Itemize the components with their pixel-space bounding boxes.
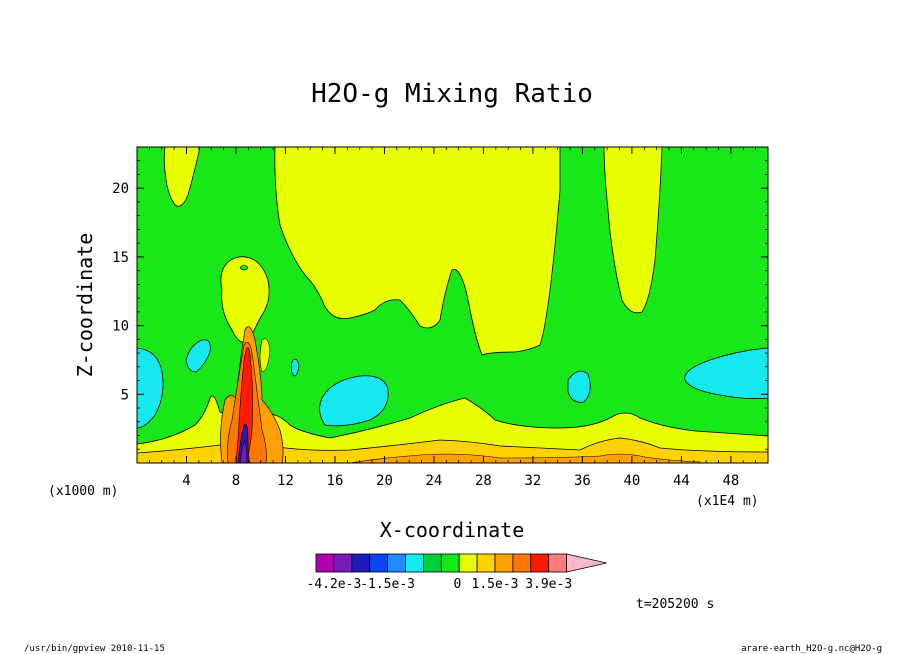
plot-frame (136, 146, 769, 464)
contour-cyan-tiny-1 (185, 339, 211, 373)
x-tick-label: 40 (623, 473, 640, 489)
colorbar-swatch (422, 553, 442, 573)
y-tick-label: 5 (121, 387, 129, 403)
contour-field (137, 147, 768, 463)
colorbar-swatch (405, 553, 424, 573)
contour-storm-purple (239, 439, 248, 463)
colorbar-arrow (566, 553, 607, 573)
chart-title: H2O-g Mixing Ratio (311, 79, 593, 109)
colorbar-label: 1.5e-3 (472, 577, 519, 592)
colorbar-swatch (476, 553, 496, 573)
contour-yellow-upper (274, 147, 561, 356)
contour-yellow-anvil (220, 256, 270, 343)
colorbar-label: 0 (453, 577, 461, 592)
colorbar-swatch (333, 553, 353, 573)
colorbar-label: -1.5e-3 (360, 577, 415, 592)
contour-cyan-left (137, 347, 164, 429)
colorbar-label: -4.2e-3 (307, 577, 362, 592)
footer-right: arare-earth_H2O-g.nc@H2O-g (741, 644, 882, 654)
x-tick-label: 4 (182, 473, 190, 489)
contour-cyan-tiny-2 (290, 358, 300, 377)
y-axis-ticks: 5 10 15 20 (112, 160, 768, 450)
contour-storm-red (235, 347, 253, 463)
x-axis-label: X-coordinate (380, 518, 525, 542)
contour-orange-band-2 (349, 453, 701, 463)
y-tick-label: 20 (112, 181, 129, 197)
colorbar (315, 553, 607, 573)
x-tick-label: 16 (327, 473, 344, 489)
colorbar-swatch (458, 553, 478, 573)
contour-yellow-right (603, 147, 663, 314)
colorbar-swatch (548, 553, 568, 573)
colorbar-swatch (494, 553, 514, 573)
colorbar-swatch (369, 553, 389, 573)
footer-left: /usr/bin/gpview 2010-11-15 (24, 644, 165, 654)
x-tick-label: 44 (673, 473, 690, 489)
colorbar-swatch (351, 553, 371, 573)
contour-cyan-mid (319, 375, 389, 427)
x-tick-label: 20 (376, 473, 393, 489)
x-axis-ticks: 4 8 12 16 20 24 28 32 36 40 44 48 (148, 147, 757, 489)
contour-cyan-small (567, 370, 591, 403)
x-tick-label: 24 (426, 473, 443, 489)
colorbar-swatch (387, 553, 406, 573)
y-tick-label: 15 (112, 250, 129, 266)
colorbar-swatch (440, 553, 460, 573)
x-tick-label: 48 (722, 473, 739, 489)
x-axis-units: (x1E4 m) (696, 494, 759, 509)
time-label: t=205200 s (636, 597, 714, 612)
contour-yellow-upper-left (163, 147, 201, 207)
y-axis-label: Z-coordinate (73, 233, 97, 378)
x-tick-label: 32 (524, 473, 541, 489)
contour-yellow-tiny (259, 338, 271, 373)
x-tick-label: 12 (277, 473, 294, 489)
contour-cyan-right (684, 347, 768, 399)
x-tick-label: 36 (574, 473, 591, 489)
colorbar-swatch (315, 553, 335, 573)
y-tick-label: 10 (112, 319, 129, 335)
colorbar-label: 3.9e-3 (525, 577, 572, 592)
contour-anvil-hole (239, 264, 249, 271)
x-tick-label: 28 (475, 473, 492, 489)
y-axis-units: (x1000 m) (48, 484, 118, 499)
colorbar-swatch (512, 553, 532, 573)
colorbar-labels: -4.2e-3-1.5e-3 0 1.5e-3 3.9e-3 (307, 577, 573, 592)
x-tick-label: 8 (232, 473, 240, 489)
colorbar-swatch (530, 553, 550, 573)
